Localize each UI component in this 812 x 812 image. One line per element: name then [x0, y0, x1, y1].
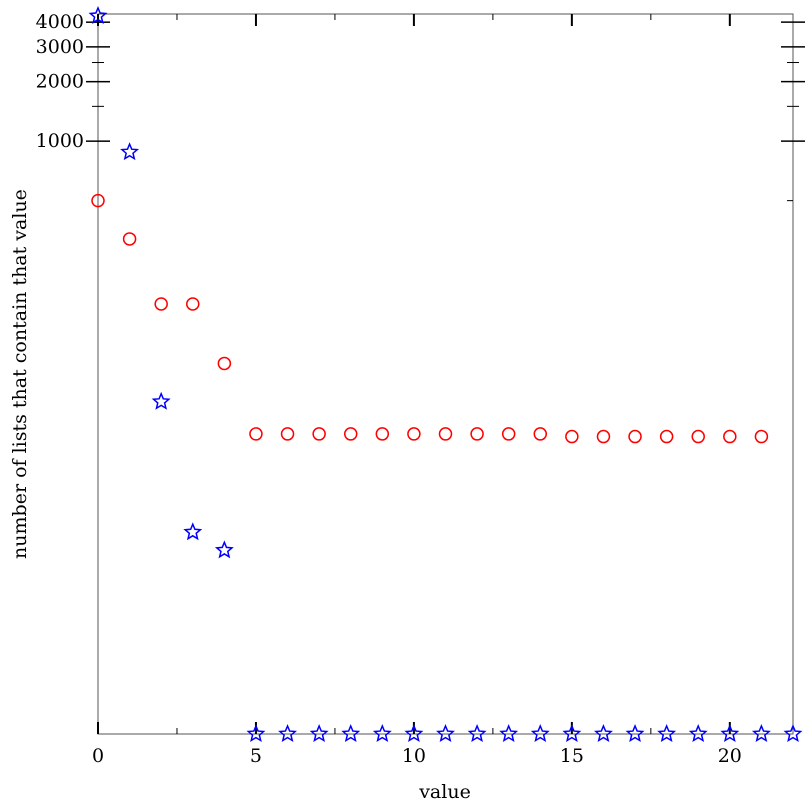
- circle-point: [249, 427, 263, 441]
- circle-point: [280, 427, 295, 441]
- star-point: [562, 724, 582, 743]
- circle-point: [533, 427, 548, 441]
- star-point: [720, 724, 740, 743]
- star-point: [404, 724, 424, 743]
- circle-point: [312, 427, 326, 441]
- star-point: [278, 724, 298, 743]
- x-axis-title: value: [418, 781, 471, 803]
- y-axis-title: number of lists that contain that value: [9, 189, 31, 559]
- y-tick-label: 1000: [36, 130, 84, 152]
- circle-point: [470, 427, 484, 441]
- x-tick-label: 15: [560, 745, 584, 767]
- circle-point: [122, 232, 137, 246]
- circle-point: [565, 429, 579, 444]
- y-tick-label: 2000: [36, 71, 84, 93]
- circle-point: [91, 193, 105, 208]
- star-point: [625, 724, 645, 743]
- circle-point: [343, 427, 358, 441]
- star-point: [372, 724, 392, 743]
- x-tick-label: 20: [718, 745, 742, 767]
- circle-point: [217, 356, 232, 371]
- star-point: [688, 724, 708, 743]
- star-point: [657, 724, 677, 743]
- star-point: [751, 724, 771, 743]
- circle-point: [723, 429, 737, 444]
- y-tick-label: 3000: [36, 36, 84, 58]
- circle-point: [754, 429, 769, 444]
- star-point: [309, 724, 329, 743]
- circle-point: [375, 427, 390, 441]
- star-point: [214, 540, 234, 559]
- y-tick-label: 4000: [36, 11, 84, 33]
- axis-ticks: [86, 14, 805, 734]
- star-point: [183, 522, 203, 541]
- star-point: [120, 142, 140, 161]
- star-point: [436, 724, 455, 743]
- circle-point: [438, 427, 453, 441]
- circle-point: [407, 427, 421, 441]
- circle-point: [154, 297, 168, 311]
- plot-frame: [97, 13, 794, 735]
- circle-point: [628, 429, 642, 444]
- data-points: [88, 6, 803, 743]
- circle-point: [596, 429, 611, 444]
- star-point: [246, 724, 266, 743]
- x-tick-label: 10: [402, 745, 426, 767]
- x-tick-label: 0: [92, 745, 104, 767]
- x-tick-label: 5: [250, 745, 262, 767]
- star-point: [88, 6, 108, 25]
- circle-point: [659, 429, 674, 444]
- circle-point: [501, 427, 516, 441]
- star-point: [530, 724, 550, 743]
- star-point: [151, 391, 171, 410]
- star-point: [783, 724, 803, 743]
- star-point: [593, 724, 613, 743]
- star-point: [341, 724, 361, 743]
- circle-point: [691, 429, 705, 444]
- star-point: [467, 724, 487, 743]
- circle-point: [186, 297, 200, 311]
- star-point: [499, 724, 519, 743]
- tick-labels: 0 5 10 15 20 1000 2000 3000 4000: [36, 11, 742, 767]
